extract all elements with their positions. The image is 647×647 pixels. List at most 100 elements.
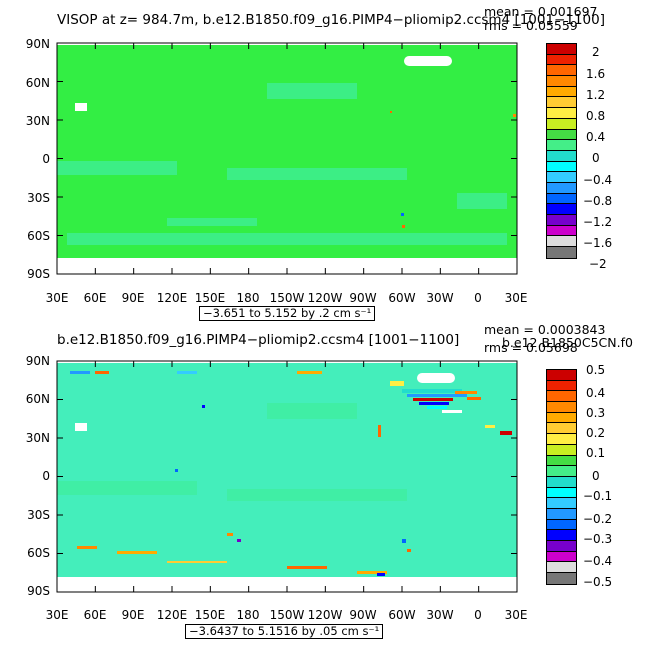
panel1-colorbar-label: −2 [589, 257, 607, 271]
panel1-lon-label: 150W [269, 291, 305, 305]
panel2-colorbar-label: −0.1 [583, 489, 613, 503]
colorbar-swatch [547, 182, 576, 194]
panel1-land-mask-west [75, 103, 87, 111]
panel1-colorbar-label: −0.8 [583, 194, 613, 208]
panel2-lon-label: 60E [83, 608, 107, 622]
panel1-lat-label: 0 [42, 152, 50, 166]
colorbar-swatch [547, 380, 576, 392]
colorbar-swatch [547, 140, 576, 151]
panel2-mean: mean = 0.0003843 [484, 322, 606, 337]
panel1-lat-label: 60S [27, 229, 50, 243]
colorbar-swatch [547, 391, 576, 403]
panel2-lon-label: 150W [269, 608, 305, 622]
panel1-lat-label: 60N [25, 76, 50, 90]
colorbar-swatch [547, 487, 576, 499]
colorbar-swatch [547, 236, 576, 248]
panel1-colorbar-label: 1.6 [586, 67, 606, 81]
panel1-lon-label: 120W [307, 291, 343, 305]
panel1-lon-label: 150E [194, 291, 226, 305]
panel1-colorbar-label: 0 [592, 151, 600, 165]
colorbar-swatch [547, 466, 576, 477]
panel2-colorbar [546, 369, 577, 585]
panel1-lon-label: 30E [45, 291, 69, 305]
colorbar-swatch [547, 508, 576, 520]
panel2-anomaly-specks [70, 371, 512, 576]
panel2-lat-label: 30N [25, 431, 50, 445]
colorbar-swatch [547, 402, 576, 413]
panel1-colorbar-label: 0.4 [586, 130, 606, 144]
panel1-lat-label: 30S [27, 191, 50, 205]
colorbar-swatch [547, 562, 576, 574]
panel2-colorbar-label: −0.5 [583, 575, 613, 589]
colorbar-swatch [547, 541, 576, 552]
colorbar-swatch [547, 150, 576, 162]
colorbar-swatch [547, 423, 576, 435]
panel1-colorbar-label: 0.8 [586, 109, 606, 123]
panel2-lon-label: 30E [45, 608, 69, 622]
panel2-lat-label: 60N [25, 392, 50, 406]
colorbar-swatch [547, 108, 576, 119]
colorbar-swatch [547, 498, 576, 509]
panel1-lon-label: 30W [426, 291, 454, 305]
panel2-overlay-text: b.e12.B1850C5CN.f0 [502, 335, 633, 350]
panel1-anomaly-bands [57, 83, 507, 245]
colorbar-swatch [547, 551, 576, 563]
panel1-lon-label: 120E [156, 291, 188, 305]
panel1-map [56, 42, 518, 275]
panel1-rms: rms = 0.05559 [484, 18, 578, 33]
panel2-map [56, 360, 518, 593]
panel1-range-label: −3.651 to 5.152 by .2 cm s⁻¹ [199, 306, 376, 321]
panel2-lon-label: 0 [474, 608, 482, 622]
colorbar-swatch [547, 444, 576, 456]
panel2-colorbar-label: 0.1 [586, 446, 606, 460]
colorbar-swatch [547, 370, 576, 381]
panel2-lon-label: 30W [426, 608, 454, 622]
colorbar-swatch [547, 65, 576, 77]
panel1-lon-label: 180 [236, 291, 260, 305]
panel2-title: b.e12.B1850.f09_g16.PIMP4−pliomip2.ccsm4… [57, 332, 460, 348]
colorbar-swatch [547, 519, 576, 531]
panel1-mean: mean = 0.001697 [484, 4, 598, 19]
panel2-colorbar-label: 0.4 [586, 386, 606, 400]
panel2-colorbar-label: −0.2 [583, 512, 613, 526]
panel2-range-label: −3.6437 to 5.1516 by .05 cm s⁻¹ [185, 624, 384, 639]
colorbar-swatch [547, 97, 576, 109]
panel1-lat-label: 90N [25, 37, 50, 51]
colorbar-swatch [547, 434, 576, 445]
colorbar-swatch [547, 76, 576, 87]
colorbar-swatch [547, 118, 576, 130]
colorbar-swatch [547, 54, 576, 66]
panel2-lat-label: 30S [27, 508, 50, 522]
panel1-colorbar-label: −0.4 [583, 173, 613, 187]
panel2-colorbar-label: 0.5 [586, 363, 606, 377]
colorbar-swatch [547, 530, 576, 541]
panel1-anomaly-specks [390, 111, 516, 228]
panel2-colorbar-label: 0 [592, 469, 600, 483]
colorbar-swatch [547, 204, 576, 215]
panel1-lon-label: 0 [474, 291, 482, 305]
panel2-lon-label: 30E [504, 608, 528, 622]
colorbar-swatch [547, 129, 576, 141]
colorbar-swatch [547, 86, 576, 98]
colorbar-swatch [547, 215, 576, 226]
panel2-lat-label: 90S [27, 584, 50, 598]
panel2-lon-label: 60W [388, 608, 416, 622]
panel2-lat-label: 60S [27, 546, 50, 560]
panel1-colorbar-label: 2 [592, 45, 600, 59]
panel1-lat-label: 90S [27, 267, 50, 281]
colorbar-swatch [547, 225, 576, 237]
panel2-lon-label: 120E [156, 608, 188, 622]
panel1-colorbar-label: −1.2 [583, 215, 613, 229]
panel2-colorbar-label: −0.3 [583, 532, 613, 546]
colorbar-swatch [547, 573, 576, 584]
panel2-lon-label: 120W [307, 608, 343, 622]
panel2-lon-label: 90W [349, 608, 377, 622]
panel1-lon-label: 30E [504, 291, 528, 305]
panel2-north-atlantic-anomaly [390, 381, 481, 413]
panel1-lon-label: 90W [349, 291, 377, 305]
colorbar-swatch [547, 161, 576, 173]
panel2-colorbar-label: −0.4 [583, 554, 613, 568]
panel2-lon-label: 90E [121, 608, 145, 622]
colorbar-swatch [547, 247, 576, 258]
colorbar-swatch [547, 193, 576, 205]
